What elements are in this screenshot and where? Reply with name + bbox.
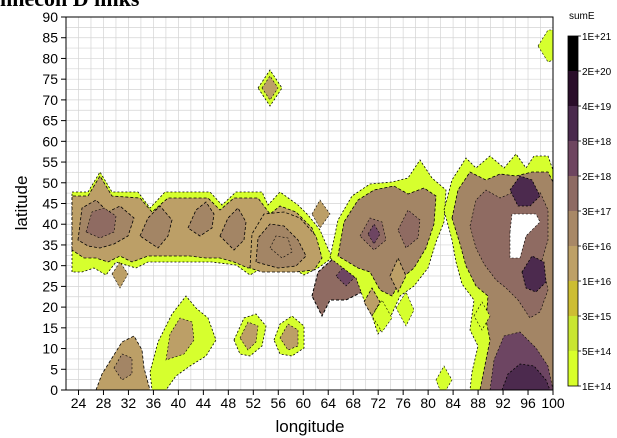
contour-62-diamond [311, 199, 331, 229]
x-tick-label: 92 [495, 395, 511, 411]
y-tick-label: 55 [42, 154, 58, 170]
y-tick-label: 30 [42, 258, 58, 274]
legend-level-label: 5E+14 [582, 347, 612, 358]
legend-swatch [568, 351, 578, 386]
x-tick-label: 76 [395, 395, 411, 411]
legend-swatch [568, 176, 578, 211]
contour-southern-52-inner [239, 321, 259, 351]
x-tick-label: 88 [470, 395, 486, 411]
legend-level-label: 3E+15 [582, 312, 612, 323]
y-tick-label: 85 [42, 30, 58, 46]
contour-west-core [85, 207, 117, 239]
y-tick-label: 10 [42, 341, 58, 357]
y-tick-label: 45 [42, 196, 58, 212]
contour-south-74 [363, 287, 381, 317]
x-tick-label: 44 [196, 395, 212, 411]
legend-swatch [568, 211, 578, 246]
region-south-east-core [501, 363, 551, 390]
y-axis-label: latitude [12, 176, 31, 231]
legend-level-label: 1E+14 [582, 382, 612, 393]
y-tick-label: 60 [42, 133, 58, 149]
x-tick-label: 68 [345, 395, 361, 411]
x-tick-label: 96 [520, 395, 536, 411]
y-tick-label: 0 [50, 382, 58, 398]
legend-swatch [568, 316, 578, 351]
contour-east-mini-core [367, 223, 381, 245]
x-tick-label: 52 [246, 395, 262, 411]
y-tick-label: 50 [42, 175, 58, 191]
contour-south-76 [389, 257, 407, 293]
y-axis-ticks: 0 5 10 15 20 25 30 35 40 45 50 55 60 65 70 75 80 85 90 [42, 9, 66, 398]
colorbar-legend: sumE 1E+21 2E+20 4E+19 8E+18 2E+18 3E+17 6E+16… [567, 11, 612, 393]
y-tick-label: 80 [42, 50, 58, 66]
legend-level-label: 2E+20 [582, 67, 612, 78]
x-axis-label: longitude [275, 417, 344, 436]
legend-level-label: 1E+21 [582, 32, 612, 43]
contour-east-inner2 [397, 209, 421, 249]
contour-yellow-84 [435, 365, 453, 390]
y-tick-label: 90 [42, 9, 58, 25]
x-tick-label: 28 [96, 395, 112, 411]
contour-50 [219, 207, 247, 251]
legend-swatch [568, 71, 578, 106]
contour-regions [71, 29, 553, 390]
contour-southern-32-inner [113, 353, 133, 381]
contour-yellow-72 [371, 299, 393, 333]
region-isolated-99-83 [537, 29, 553, 63]
legend-level-label: 8E+18 [582, 137, 612, 148]
region-east-core-mid [521, 255, 547, 293]
x-tick-label: 40 [171, 395, 187, 411]
contour-44b [187, 201, 215, 237]
x-tick-label: 32 [121, 395, 137, 411]
legend-level-label: 3E+17 [582, 207, 612, 218]
legend-level-label: 2E+18 [582, 172, 612, 183]
x-axis-ticks: 24 28 32 36 40 44 48 52 56 60 64 68 72 76 80 84 88 92 96 10… [71, 390, 565, 411]
legend-swatch [568, 141, 578, 176]
contour-yellow-76 [395, 291, 415, 327]
legend-level-label: 1E+16 [582, 277, 612, 288]
contour-center-core [269, 235, 293, 259]
x-tick-label: 100 [541, 395, 565, 411]
y-tick-label: 35 [42, 237, 58, 253]
x-tick-label: 56 [270, 395, 286, 411]
x-tick-label: 60 [295, 395, 311, 411]
contour-isolated-54-73-inner [261, 75, 279, 101]
y-tick-label: 75 [42, 71, 58, 87]
contour-east-white-gap [509, 213, 541, 259]
contour-southern-56-inner [279, 323, 299, 351]
x-tick-label: 72 [370, 395, 386, 411]
legend-swatch [568, 246, 578, 281]
contour-southern-40-inner [165, 317, 195, 361]
contour-62-core [335, 263, 357, 287]
legend-swatch [568, 36, 578, 71]
x-tick-label: 84 [445, 395, 461, 411]
contour-36 [111, 261, 129, 289]
y-tick-label: 40 [42, 216, 58, 232]
contour-yellow-88 [473, 301, 491, 331]
y-tick-label: 20 [42, 299, 58, 315]
legend-title: sumE [569, 11, 595, 22]
legend-level-label: 6E+16 [582, 242, 612, 253]
legend-swatch [568, 106, 578, 141]
y-tick-label: 25 [42, 278, 58, 294]
x-tick-label: 64 [320, 395, 336, 411]
x-tick-label: 48 [221, 395, 237, 411]
y-tick-label: 5 [50, 361, 58, 377]
y-tick-label: 70 [42, 92, 58, 108]
contour-44 [139, 205, 173, 249]
x-tick-label: 24 [71, 395, 87, 411]
region-east-core-upper [509, 175, 541, 207]
legend-level-label: 4E+19 [582, 102, 612, 113]
y-tick-label: 15 [42, 320, 58, 336]
x-tick-label: 80 [420, 395, 436, 411]
legend-swatch [568, 281, 578, 316]
x-tick-label: 36 [146, 395, 162, 411]
page-title-fragment: nnecon D links [0, 0, 139, 12]
y-tick-label: 65 [42, 113, 58, 129]
